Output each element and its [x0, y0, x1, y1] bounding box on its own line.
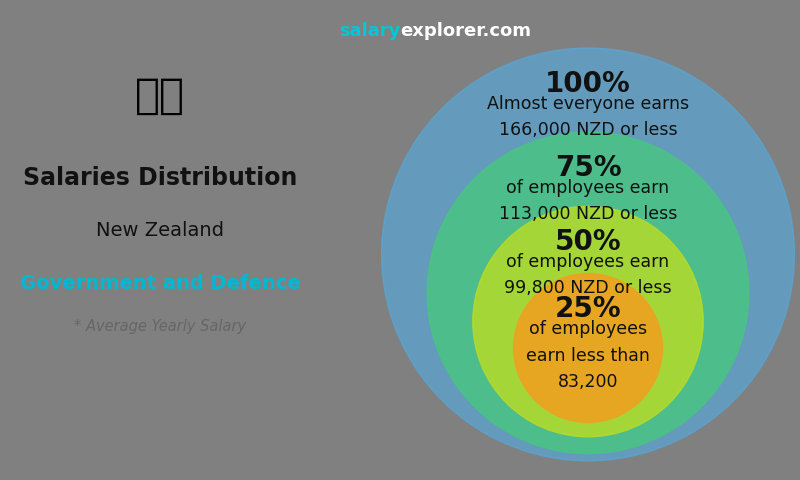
- Text: 113,000 NZD or less: 113,000 NZD or less: [499, 205, 677, 223]
- Text: 50%: 50%: [554, 228, 622, 256]
- Text: Government and Defence: Government and Defence: [20, 274, 300, 293]
- Ellipse shape: [382, 48, 794, 461]
- Text: 75%: 75%: [554, 154, 622, 181]
- Text: 100%: 100%: [545, 70, 631, 97]
- Ellipse shape: [473, 206, 703, 437]
- Text: 99,800 NZD or less: 99,800 NZD or less: [504, 279, 672, 297]
- Text: 166,000 NZD or less: 166,000 NZD or less: [498, 121, 678, 139]
- Text: explorer.com: explorer.com: [400, 22, 531, 40]
- Text: of employees earn: of employees earn: [506, 253, 670, 271]
- Text: of employees: of employees: [529, 320, 647, 338]
- Ellipse shape: [427, 132, 749, 454]
- Text: salary: salary: [338, 22, 400, 40]
- Ellipse shape: [514, 274, 662, 422]
- Text: 83,200: 83,200: [558, 373, 618, 391]
- Text: 🇳🇿: 🇳🇿: [135, 75, 185, 117]
- Text: New Zealand: New Zealand: [96, 221, 224, 240]
- Text: earn less than: earn less than: [526, 347, 650, 365]
- Text: * Average Yearly Salary: * Average Yearly Salary: [74, 319, 246, 334]
- Text: 25%: 25%: [554, 295, 622, 323]
- Text: of employees earn: of employees earn: [506, 179, 670, 197]
- Text: Salaries Distribution: Salaries Distribution: [23, 166, 297, 190]
- Text: Almost everyone earns: Almost everyone earns: [487, 95, 689, 113]
